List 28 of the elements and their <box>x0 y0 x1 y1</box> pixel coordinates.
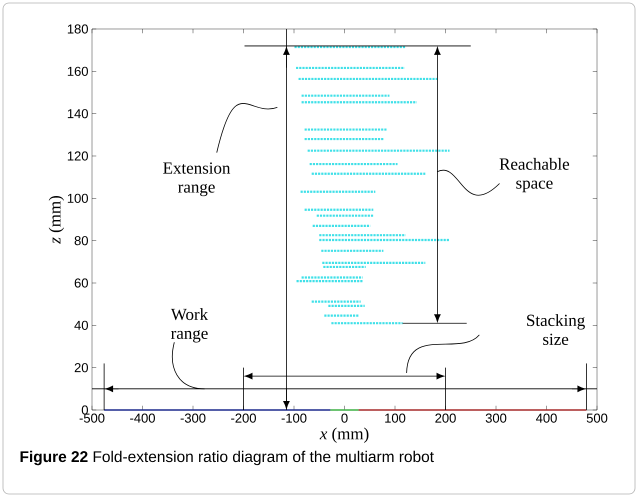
x-tick-label: 100 <box>385 414 406 423</box>
annotation: Reachable space <box>500 158 570 192</box>
x-tick-label: 0 <box>341 414 348 423</box>
x-tick-label: 200 <box>435 414 456 423</box>
y-tick-label: 60 <box>74 278 88 288</box>
x-tick-label: 300 <box>486 414 506 423</box>
text: Figure 22 Fold-extension ratio diagram of the multiarm robot <box>20 450 434 466</box>
y-tick-label: 80 <box>74 236 88 246</box>
y-tick-label: 140 <box>68 109 88 118</box>
y-tick-label: 180 <box>68 24 88 34</box>
x-tick-label: 500 <box>586 414 608 423</box>
x-tick-label: 400 <box>536 414 557 423</box>
x-tick-label: -100 <box>282 414 306 423</box>
annotation: Work range <box>170 308 208 342</box>
y-tick-label: 40 <box>74 320 88 330</box>
y-tick-label: 0 <box>82 405 88 415</box>
x-tick-label: -500 <box>80 414 104 423</box>
x-tick-label: -300 <box>180 414 206 423</box>
y-tick-label: 20 <box>74 363 88 372</box>
y-tick-label: 160 <box>68 66 88 76</box>
annotation: Stacking size <box>527 314 585 345</box>
y-tick-label: 100 <box>68 194 88 203</box>
x-tick-label: -400 <box>130 414 155 423</box>
x-tick-label: -200 <box>231 414 256 423</box>
y-axis-title: z (mm) <box>48 196 64 244</box>
annotation: Extension range <box>163 162 230 196</box>
x-axis-title: x (mm) <box>320 428 368 443</box>
y-tick-label: 120 <box>68 151 88 161</box>
